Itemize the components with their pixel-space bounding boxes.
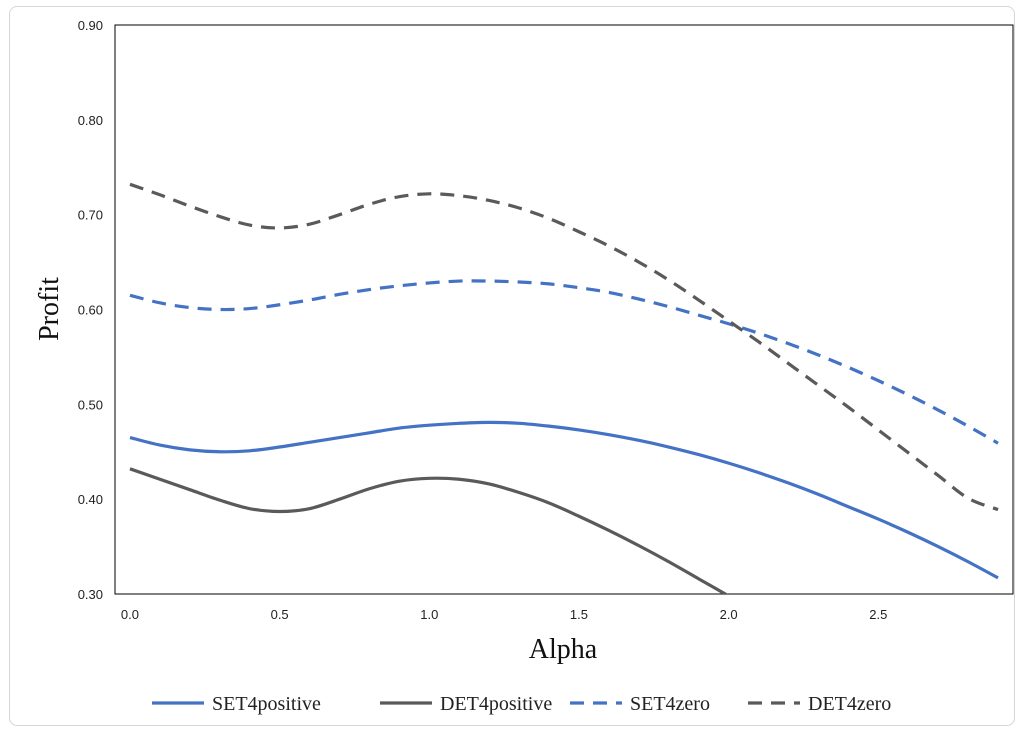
y-tick-label: 0.50 bbox=[78, 397, 103, 412]
legend-label: SET4zero bbox=[630, 693, 710, 715]
plot-area-border bbox=[114, 24, 1014, 595]
x-tick-label: 0.0 bbox=[121, 607, 139, 622]
y-tick-label: 0.40 bbox=[78, 492, 103, 507]
x-axis-title: Alpha bbox=[529, 634, 598, 665]
x-tick-label: 1.0 bbox=[420, 607, 438, 622]
y-axis-ticks: 0.30 0.40 0.50 0.60 0.70 0.80 0.90 bbox=[78, 18, 103, 602]
series-line-det4zero bbox=[129, 182, 999, 512]
series-line-set4zero bbox=[129, 279, 999, 445]
y-tick-label: 0.30 bbox=[78, 587, 103, 602]
x-tick-label: 2.5 bbox=[869, 607, 887, 622]
chart-frame bbox=[9, 6, 1015, 726]
x-axis-ticks: 0.0 0.5 1.0 1.5 2.0 2.5 bbox=[121, 607, 887, 622]
legend: SET4positive DET4positive SET4zero DET4zero bbox=[152, 693, 891, 715]
legend-label: DET4positive bbox=[440, 693, 552, 715]
legend-label: DET4zero bbox=[808, 693, 891, 715]
x-tick-label: 1.5 bbox=[570, 607, 588, 622]
x-tick-label: 0.5 bbox=[271, 607, 289, 622]
legend-label: SET4positive bbox=[212, 693, 321, 715]
x-tick-label: 2.0 bbox=[720, 607, 738, 622]
y-tick-label: 0.90 bbox=[78, 18, 103, 33]
series-line-det4positive bbox=[129, 467, 729, 594]
series-line-set4positive bbox=[129, 420, 999, 580]
y-tick-label: 0.70 bbox=[78, 208, 103, 223]
y-tick-label: 0.60 bbox=[78, 303, 103, 318]
y-tick-label: 0.80 bbox=[78, 113, 103, 128]
y-axis-title: Profit bbox=[34, 277, 65, 341]
series-lines bbox=[129, 182, 999, 594]
